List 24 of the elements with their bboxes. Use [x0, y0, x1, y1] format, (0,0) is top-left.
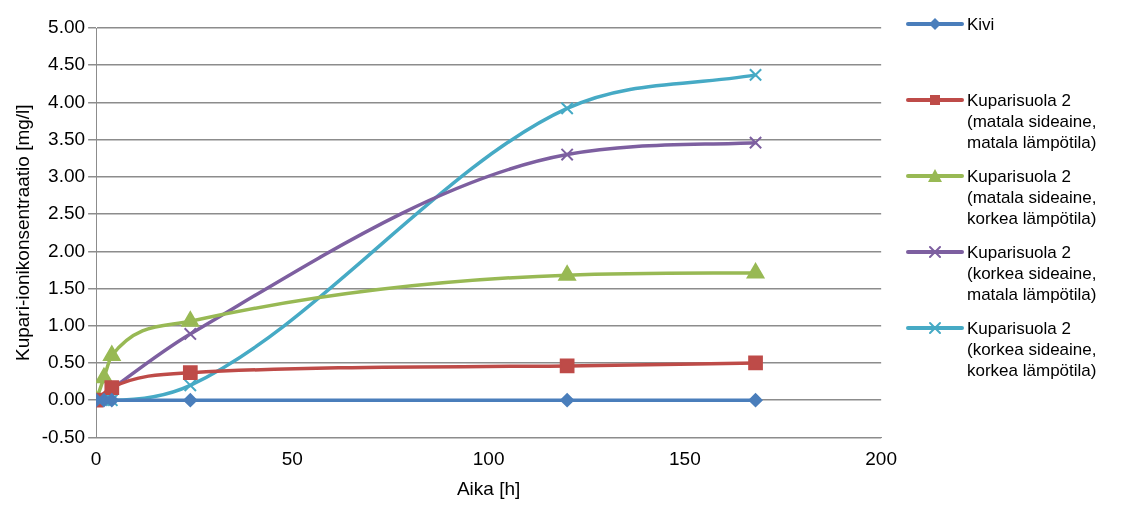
- y-tick-label: 3.50: [48, 127, 86, 149]
- y-tick-label: 1.00: [48, 313, 86, 335]
- y-tick-label: 5.00: [48, 16, 86, 38]
- x-axis-title: Aika [h]: [456, 477, 521, 499]
- y-tick-label: 1.50: [48, 276, 86, 298]
- y-tick-label: 2.00: [48, 239, 86, 261]
- legend-label: Kuparisuola 2 (korkea sideaine, korkea lämpötila): [967, 318, 1098, 381]
- x-tick-label: 50: [281, 448, 303, 470]
- legend-label: Kuparisuola 2 (korkea sideaine, matala lämpötila): [967, 242, 1098, 305]
- legend-label: Kivi: [967, 14, 996, 35]
- y-tick-label: 4.50: [48, 53, 86, 75]
- legend-label: Kuparisuola 2 (matala sideaine, matala lämpötila): [967, 90, 1098, 153]
- y-tick-label: 4.00: [48, 90, 86, 112]
- x-tick-label: 0: [90, 448, 102, 470]
- x-tick-label: 100: [472, 448, 505, 470]
- legend-label: Kuparisuola 2 (matala sideaine, korkea lämpötila): [967, 166, 1098, 229]
- x-tick-label: 150: [669, 448, 701, 470]
- y-tick-label: 0.50: [48, 351, 86, 373]
- y-tick-label: 3.00: [48, 165, 86, 187]
- y-tick-label: -0.50: [41, 425, 86, 447]
- y-tick-label: 0.00: [48, 388, 86, 410]
- y-tick-label: 2.50: [48, 202, 86, 224]
- y-axis-title: Kupari-ionikonsentraatio [mg/l]: [11, 104, 33, 362]
- x-tick-label: 200: [865, 448, 897, 470]
